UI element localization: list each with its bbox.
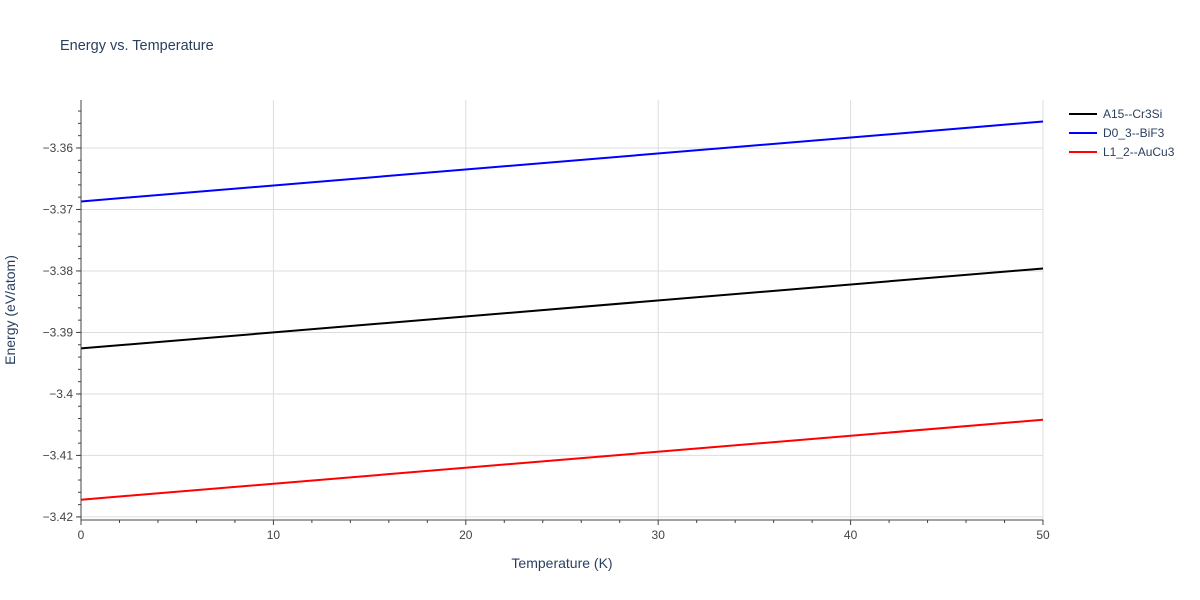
series-line-d0-3-bif3 bbox=[80, 120, 1044, 203]
x-tick-label: 20 bbox=[459, 528, 473, 542]
grid bbox=[81, 100, 1044, 520]
x-axis-title: Temperature (K) bbox=[511, 555, 612, 571]
legend-item[interactable]: L1_2--AuCu3 bbox=[1069, 145, 1175, 159]
chart-title: Energy vs. Temperature bbox=[60, 38, 214, 54]
series-line-a15-cr3si bbox=[80, 267, 1044, 350]
legend[interactable]: A15--Cr3Si D0_3--BiF3 L1_2--AuCu3 bbox=[1069, 107, 1175, 159]
series-lines bbox=[80, 120, 1044, 501]
x-tick-label: 30 bbox=[652, 528, 666, 542]
legend-item[interactable]: A15--Cr3Si bbox=[1069, 107, 1162, 121]
y-tick-label: −3.42 bbox=[43, 510, 74, 524]
legend-label: D0_3--BiF3 bbox=[1103, 126, 1165, 140]
legend-label: A15--Cr3Si bbox=[1103, 107, 1162, 121]
series-line-l1-2-aucu3 bbox=[80, 418, 1044, 501]
x-tick-label: 10 bbox=[267, 528, 281, 542]
x-tick-label: 0 bbox=[78, 528, 85, 542]
axes: 0 10 20 30 40 50 −3.42 −3.41 −3.4 −3.39 −3.38 −3.37… bbox=[43, 100, 1050, 542]
y-tick-label: −3.41 bbox=[43, 448, 74, 462]
x-tick-label: 40 bbox=[844, 528, 858, 542]
y-tick-label: −3.39 bbox=[43, 325, 74, 339]
legend-label: L1_2--AuCu3 bbox=[1103, 145, 1175, 159]
y-tick-label: −3.37 bbox=[43, 202, 74, 216]
y-tick-label: −3.36 bbox=[43, 141, 74, 155]
y-tick-label: −3.4 bbox=[49, 387, 73, 401]
y-axis-title: Energy (eV/atom) bbox=[2, 255, 18, 365]
x-tick-label: 50 bbox=[1036, 528, 1050, 542]
y-tick-label: −3.38 bbox=[43, 264, 74, 278]
legend-item[interactable]: D0_3--BiF3 bbox=[1069, 126, 1165, 140]
